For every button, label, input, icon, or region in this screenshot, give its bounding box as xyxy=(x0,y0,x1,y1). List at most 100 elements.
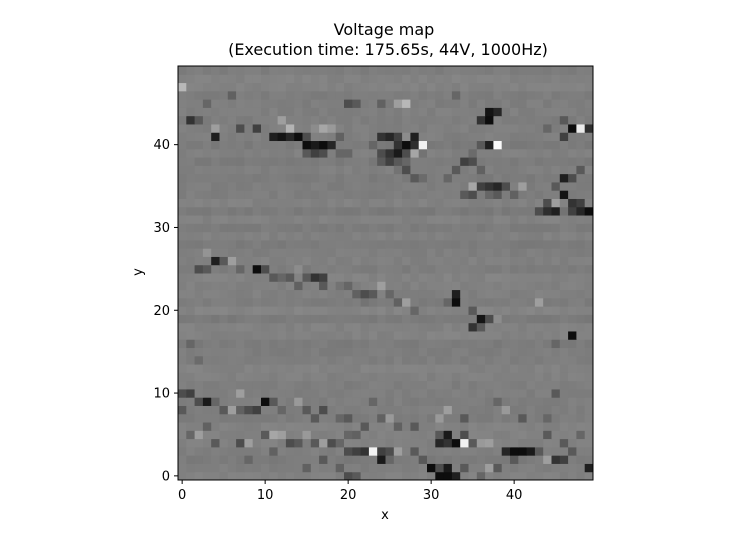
heatmap-cell xyxy=(551,231,561,241)
heatmap-cell xyxy=(476,289,486,299)
heatmap-cell xyxy=(261,322,270,332)
heatmap-cell xyxy=(559,132,569,142)
heatmap-cell xyxy=(335,388,345,398)
heatmap-cell xyxy=(368,82,378,92)
heatmap-cell xyxy=(518,273,528,282)
heatmap-cell xyxy=(385,388,395,398)
heatmap-cell xyxy=(335,157,345,166)
heatmap-cell xyxy=(468,90,478,100)
heatmap-cell xyxy=(202,330,212,340)
heatmap-cell xyxy=(393,256,403,266)
heatmap-cell xyxy=(244,107,254,117)
heatmap-cell xyxy=(186,471,196,481)
heatmap-cell xyxy=(443,339,453,349)
heatmap-cell xyxy=(319,281,328,291)
heatmap-cell xyxy=(427,430,436,440)
heatmap-cell xyxy=(335,248,345,257)
heatmap-cell xyxy=(576,289,586,299)
heatmap-cell xyxy=(269,206,279,216)
heatmap-cell xyxy=(576,223,586,233)
heatmap-cell xyxy=(335,173,345,183)
heatmap-cell xyxy=(568,422,577,431)
heatmap-cell xyxy=(236,107,245,117)
heatmap-cell xyxy=(576,430,586,440)
heatmap-cell xyxy=(261,380,270,390)
heatmap-cell xyxy=(227,314,237,324)
heatmap-cell xyxy=(443,455,453,464)
heatmap-cell xyxy=(493,339,503,349)
heatmap-cell xyxy=(360,198,370,208)
heatmap-cell xyxy=(576,355,586,365)
heatmap-cell xyxy=(244,314,254,324)
heatmap-cell xyxy=(418,239,428,249)
heatmap-cell xyxy=(410,132,420,142)
heatmap-cell xyxy=(485,430,494,440)
heatmap-cell xyxy=(534,364,544,373)
heatmap-cell xyxy=(327,173,337,183)
heatmap-cell xyxy=(435,322,445,332)
heatmap-cell xyxy=(285,256,295,266)
heatmap-cell xyxy=(534,339,544,349)
heatmap-cell xyxy=(485,223,494,233)
heatmap-cell xyxy=(559,306,569,315)
heatmap-cell xyxy=(559,322,569,332)
heatmap-cell xyxy=(352,132,362,142)
heatmap-cell xyxy=(393,74,403,84)
heatmap-cell xyxy=(427,198,436,208)
heatmap-cell xyxy=(285,430,295,440)
heatmap-cell xyxy=(385,455,395,464)
heatmap-cell xyxy=(227,140,237,150)
heatmap-cell xyxy=(568,215,577,224)
heatmap-cell xyxy=(543,281,552,291)
heatmap-cell xyxy=(377,306,386,315)
heatmap-cell xyxy=(451,248,461,257)
heatmap-cell xyxy=(368,471,378,481)
heatmap-cell xyxy=(385,355,395,365)
heatmap-cell xyxy=(559,438,569,448)
heatmap-cell xyxy=(485,82,494,92)
heatmap-cell xyxy=(186,289,196,299)
heatmap-cell xyxy=(551,239,561,249)
heatmap-cell xyxy=(352,215,362,224)
heatmap-cell xyxy=(219,181,229,191)
heatmap-cell xyxy=(327,314,337,324)
heatmap-cell xyxy=(485,355,494,365)
heatmap-cell xyxy=(352,347,362,357)
heatmap-cell xyxy=(443,90,453,100)
heatmap-cell xyxy=(534,330,544,340)
heatmap-cell xyxy=(485,322,494,332)
heatmap-cell xyxy=(327,397,337,406)
heatmap-cell xyxy=(568,140,577,150)
heatmap-cell xyxy=(476,173,486,183)
heatmap-cell xyxy=(285,74,295,84)
heatmap-cell xyxy=(534,405,544,415)
heatmap-cell xyxy=(269,107,279,117)
heatmap-cell xyxy=(244,438,254,448)
heatmap-cell xyxy=(269,314,279,324)
heatmap-cell xyxy=(559,297,569,307)
heatmap-cell xyxy=(269,471,279,481)
heatmap-cell xyxy=(194,66,204,75)
heatmap-cell xyxy=(186,248,196,257)
heatmap-cell xyxy=(377,413,386,423)
heatmap-cell xyxy=(543,264,552,274)
heatmap-cell xyxy=(319,438,328,448)
heatmap-cell xyxy=(285,330,295,340)
heatmap-cell xyxy=(576,388,586,398)
heatmap-cell xyxy=(352,355,362,365)
heatmap-cell xyxy=(302,355,312,365)
heatmap-cell xyxy=(186,82,196,92)
heatmap-cell xyxy=(319,446,328,456)
heatmap-cell xyxy=(526,248,536,257)
heatmap-cell xyxy=(568,380,577,390)
heatmap-cell xyxy=(310,132,320,142)
heatmap-cell xyxy=(493,165,503,175)
heatmap-cell xyxy=(360,372,370,382)
heatmap-cell xyxy=(285,281,295,291)
heatmap-cell xyxy=(435,281,445,291)
heatmap-cell xyxy=(236,330,245,340)
heatmap-cell xyxy=(418,430,428,440)
heatmap-cell xyxy=(261,90,270,100)
heatmap-cell xyxy=(385,239,395,249)
heatmap-cell xyxy=(360,107,370,117)
